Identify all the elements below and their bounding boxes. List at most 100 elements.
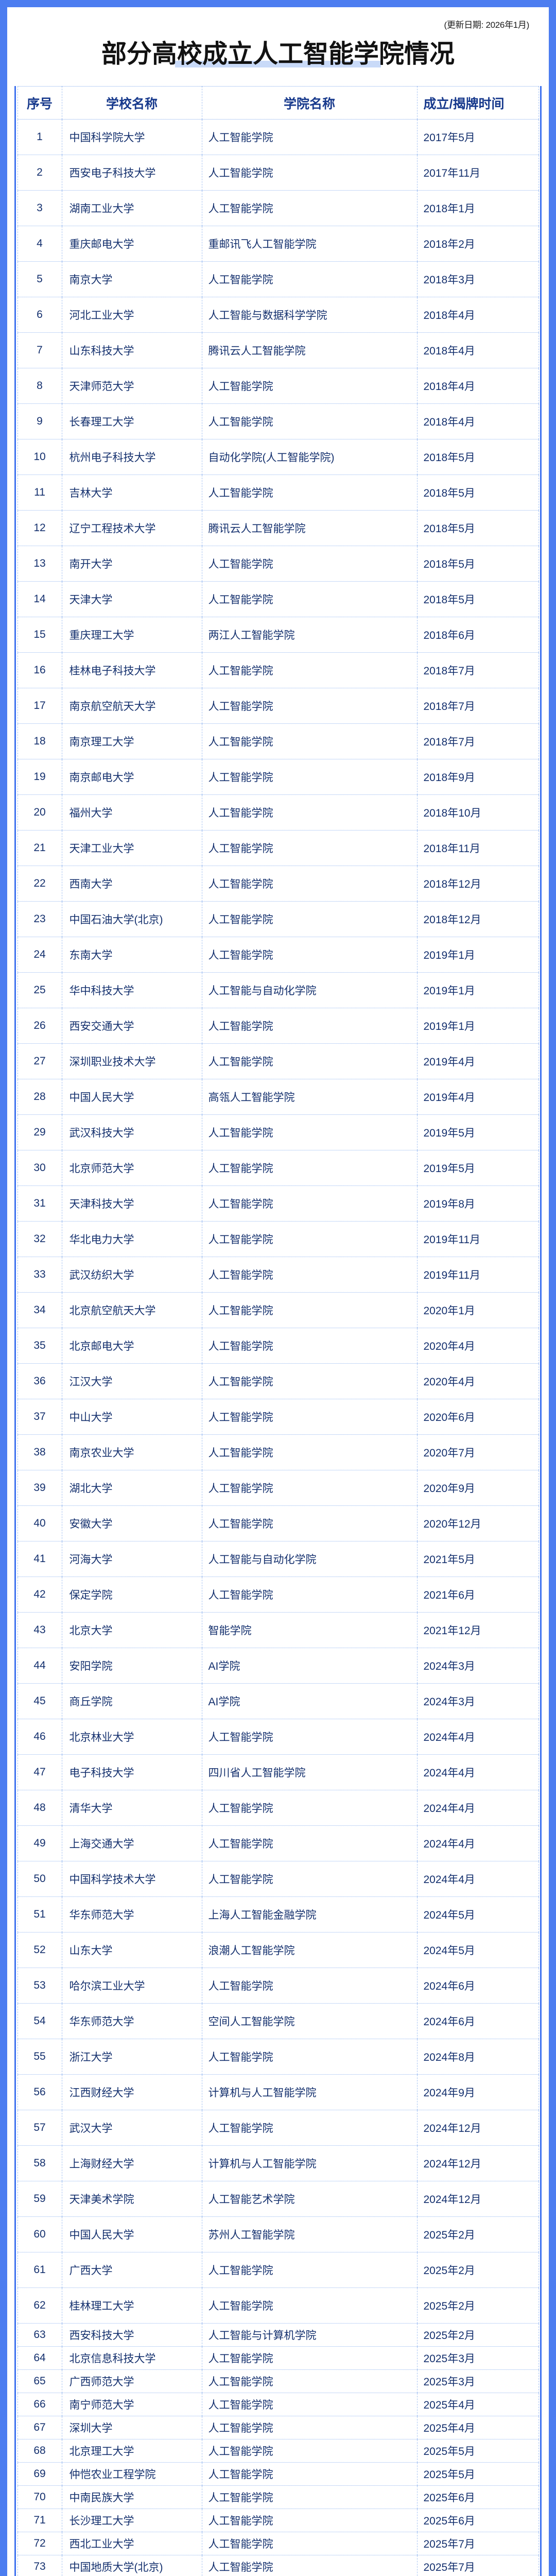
cell-school-name: 杭州电子科技大学 (61, 439, 202, 476)
ai-college-table: 序号 学校名称 学院名称 成立/揭牌时间 1 中国科学院大学 人工智能学院 2017年… (17, 86, 539, 2576)
cell-school-name: 重庆邮电大学 (61, 226, 202, 262)
cell-found-date: 2018年5月 (416, 474, 539, 511)
cell-found-date: 2019年11月 (416, 1257, 539, 1293)
cell-found-date: 2020年12月 (416, 1505, 539, 1542)
cell-index: 48 (17, 1790, 62, 1826)
cell-school-name: 长沙理工大学 (61, 2509, 202, 2533)
cell-index: 10 (17, 439, 62, 476)
cell-index: 43 (17, 1612, 62, 1649)
table-row: 52 山东大学 浪潮人工智能学院 2024年5月 (17, 1932, 539, 1969)
cell-school-name: 广西师范大学 (61, 2369, 202, 2394)
cell-index: 62 (17, 2287, 62, 2324)
cell-school-name: 安徽大学 (61, 1505, 202, 1542)
table-row: 58 上海财经大学 计算机与人工智能学院 2024年12月 (17, 2145, 539, 2182)
cell-school-name: 南开大学 (61, 546, 202, 582)
cell-index: 14 (17, 581, 62, 618)
cell-school-name: 辽宁工程技术大学 (61, 510, 202, 547)
cell-found-date: 2024年4月 (416, 1790, 539, 1826)
cell-index: 33 (17, 1257, 62, 1293)
cell-school-name: 北京林业大学 (61, 1719, 202, 1755)
cell-index: 50 (17, 1861, 62, 1897)
cell-college-name: 人工智能学院 (201, 723, 418, 760)
cell-index: 69 (17, 2462, 62, 2486)
table-row: 71 长沙理工大学 人工智能学院 2025年6月 (17, 2509, 539, 2533)
table-row: 35 北京邮电大学 人工智能学院 2020年4月 (17, 1328, 539, 1364)
cell-school-name: 广西大学 (61, 2252, 202, 2289)
cell-school-name: 上海财经大学 (61, 2145, 202, 2182)
cell-index: 9 (17, 403, 62, 440)
table-row: 55 浙江大学 人工智能学院 2024年8月 (17, 2039, 539, 2075)
cell-college-name: 人工智能学院 (201, 2532, 418, 2556)
cell-index: 35 (17, 1328, 62, 1364)
cell-found-date: 2024年4月 (416, 1754, 539, 1791)
cell-found-date: 2025年7月 (416, 2555, 539, 2576)
cell-index: 24 (17, 937, 62, 973)
cell-school-name: 重庆理工大学 (61, 617, 202, 653)
cell-index: 12 (17, 510, 62, 547)
table-row: 48 清华大学 人工智能学院 2024年4月 (17, 1790, 539, 1826)
cell-college-name: 上海人工智能金融学院 (201, 1896, 418, 1933)
cell-found-date: 2018年12月 (416, 866, 539, 902)
cell-college-name: 人工智能学院 (201, 1968, 418, 2004)
cell-found-date: 2025年3月 (416, 2346, 539, 2370)
cell-found-date: 2024年5月 (416, 1896, 539, 1933)
cell-index: 46 (17, 1719, 62, 1755)
table-row: 20 福州大学 人工智能学院 2018年10月 (17, 794, 539, 831)
cell-college-name: 人工智能学院 (201, 1150, 418, 1187)
cell-college-name: 人工智能学院 (201, 794, 418, 831)
cell-index: 52 (17, 1932, 62, 1969)
title-highlight-bar (175, 61, 381, 68)
table-row: 17 南京航空航天大学 人工智能学院 2018年7月 (17, 688, 539, 724)
cell-college-name: 人工智能学院 (201, 1434, 418, 1471)
cell-school-name: 福州大学 (61, 794, 202, 831)
table-row: 19 南京邮电大学 人工智能学院 2018年9月 (17, 759, 539, 795)
table-row: 41 河海大学 人工智能与自动化学院 2021年5月 (17, 1541, 539, 1578)
table-row: 51 华东师范大学 上海人工智能金融学院 2024年5月 (17, 1896, 539, 1933)
cell-school-name: 南京邮电大学 (61, 759, 202, 795)
cell-found-date: 2020年9月 (416, 1470, 539, 1506)
cell-index: 73 (17, 2555, 62, 2576)
cell-found-date: 2024年6月 (416, 2003, 539, 2040)
table-row: 49 上海交通大学 人工智能学院 2024年4月 (17, 1825, 539, 1862)
cell-index: 51 (17, 1896, 62, 1933)
table-body: 1 中国科学院大学 人工智能学院 2017年5月 2 西安电子科技大学 人工智能学院 2017… (17, 119, 539, 2576)
cell-school-name: 吉林大学 (61, 474, 202, 511)
cell-school-name: 清华大学 (61, 1790, 202, 1826)
cell-found-date: 2024年8月 (416, 2039, 539, 2075)
cell-school-name: 西安交通大学 (61, 1008, 202, 1044)
cell-index: 15 (17, 617, 62, 653)
cell-found-date: 2025年6月 (416, 2485, 539, 2510)
cell-college-name: 人工智能学院 (201, 2039, 418, 2075)
cell-college-name: 人工智能学院 (201, 2287, 418, 2324)
cell-index: 42 (17, 1577, 62, 1613)
table-row: 25 华中科技大学 人工智能与自动化学院 2019年1月 (17, 972, 539, 1009)
cell-found-date: 2024年4月 (416, 1861, 539, 1897)
cell-found-date: 2025年4月 (416, 2393, 539, 2417)
cell-school-name: 上海交通大学 (61, 1825, 202, 1862)
cell-index: 6 (17, 297, 62, 333)
cell-index: 29 (17, 1114, 62, 1151)
cell-college-name: 人工智能学院 (201, 2110, 418, 2146)
cell-index: 53 (17, 1968, 62, 2004)
cell-index: 38 (17, 1434, 62, 1471)
cell-found-date: 2020年1月 (416, 1292, 539, 1329)
cell-found-date: 2024年3月 (416, 1683, 539, 1720)
cell-index: 19 (17, 759, 62, 795)
update-date-note: (更新日期: 2026年1月) (444, 20, 529, 30)
cell-found-date: 2018年10月 (416, 794, 539, 831)
table-row: 64 北京信息科技大学 人工智能学院 2025年3月 (17, 2346, 539, 2370)
cell-school-name: 华中科技大学 (61, 972, 202, 1009)
cell-school-name: 北京师范大学 (61, 1150, 202, 1187)
table-row: 11 吉林大学 人工智能学院 2018年5月 (17, 474, 539, 511)
cell-index: 34 (17, 1292, 62, 1329)
cell-found-date: 2018年2月 (416, 226, 539, 262)
cell-school-name: 武汉大学 (61, 2110, 202, 2146)
cell-college-name: 人工智能学院 (201, 368, 418, 404)
cell-college-name: 计算机与人工智能学院 (201, 2145, 418, 2182)
cell-index: 17 (17, 688, 62, 724)
cell-school-name: 东南大学 (61, 937, 202, 973)
cell-school-name: 西北工业大学 (61, 2532, 202, 2556)
table-row: 68 北京理工大学 人工智能学院 2025年5月 (17, 2439, 539, 2463)
table-row: 18 南京理工大学 人工智能学院 2018年7月 (17, 723, 539, 760)
